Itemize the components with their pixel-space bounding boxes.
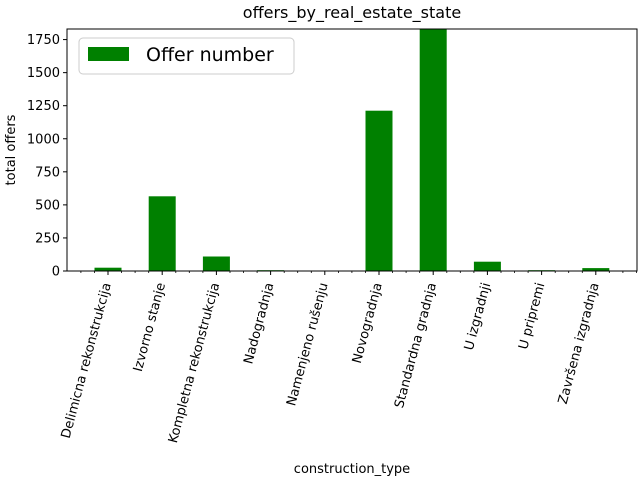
y-tick-label-250: 250 xyxy=(35,231,60,246)
y-tick-label-1000: 1000 xyxy=(27,132,60,147)
y-tick-label-1750: 1750 xyxy=(27,33,60,48)
plot-frame xyxy=(66,28,638,272)
bar-6 xyxy=(419,29,447,271)
y-tick-label-1250: 1250 xyxy=(27,99,60,114)
y-tick-label-500: 500 xyxy=(35,198,60,213)
x-axis-label: construction_type xyxy=(294,462,410,477)
legend-box xyxy=(78,37,295,75)
y-tick-label-750: 750 xyxy=(35,165,60,180)
bars-group xyxy=(94,29,610,271)
bar-5 xyxy=(365,110,393,271)
y-tick-label-1500: 1500 xyxy=(27,66,60,81)
bar-1 xyxy=(148,196,176,271)
bar-2 xyxy=(202,256,230,271)
y-tick-label-0: 0 xyxy=(52,265,60,280)
legend: Offer number xyxy=(78,37,295,75)
bar-7 xyxy=(473,261,501,271)
chart-title: offers_by_real_estate_state xyxy=(243,3,461,23)
bar-0 xyxy=(94,267,122,271)
legend-label: Offer number xyxy=(146,44,274,66)
y-axis-label: total offers xyxy=(4,114,19,185)
legend-swatch xyxy=(88,47,129,61)
y-axis: 0 250 500 750 1000 1250 1500 1750 xyxy=(27,33,67,280)
bar-9 xyxy=(582,268,610,271)
